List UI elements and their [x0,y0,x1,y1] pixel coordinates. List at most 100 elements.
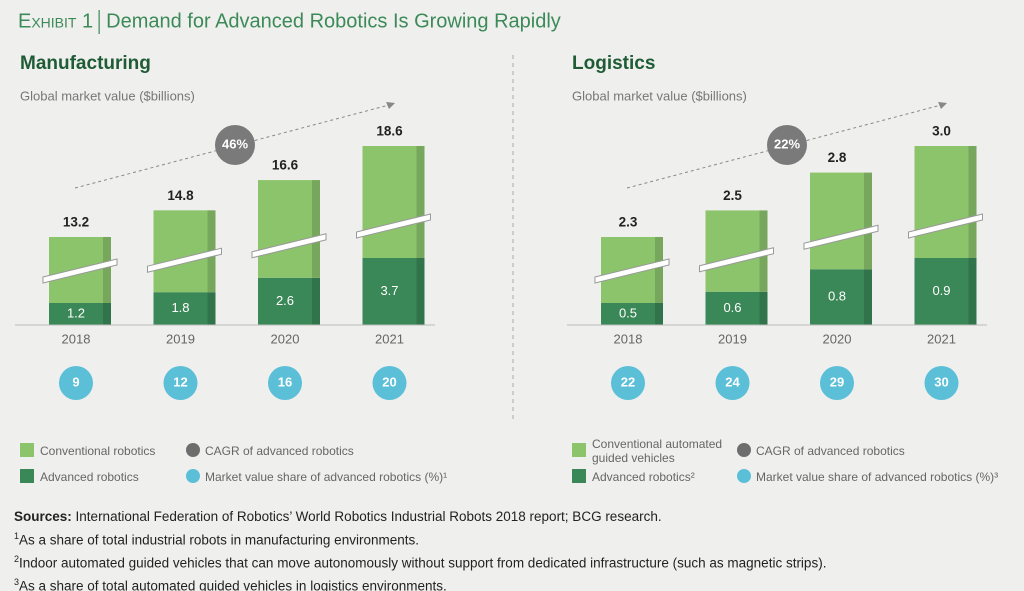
axis-break [803,224,879,250]
legend-label-box: CAGR of advanced robotics [205,444,354,458]
share-circle [924,366,959,400]
bar-segment [49,303,111,325]
legend-label-wrap: Conventional robotics [40,436,180,466]
bar-side [103,303,111,325]
bar-side [968,146,977,258]
legend-swatch [186,469,200,483]
sources: Sources: International Federation of Rob… [14,508,1014,527]
legend-label-wrap: Market value share of advanced robotics … [756,462,1024,492]
bar-segment [914,258,977,325]
share-circle [59,366,93,400]
legend-label: CAGR of advanced robotics [756,444,905,458]
bar-side [103,237,111,303]
legend-label-wrap: Market value share of advanced robotics … [205,462,475,492]
bar-segment [258,277,320,325]
bar-face [362,258,417,325]
x-tick-label: 2020 [823,331,852,346]
chart: Exhibit 1 Demand for Advanced Robotics I… [15,10,1024,492]
legend-label-box: Advanced robotics [40,470,139,484]
bar-face [601,303,655,325]
x-tick-label: 2021 [927,331,956,346]
axis-break [699,247,774,273]
segment-label: 2.6 [276,293,294,308]
bar-segment [362,146,425,258]
bar-segment [153,210,216,293]
subtitle: Global market value ($billions) [572,88,747,103]
share-circle [715,366,750,400]
legend-label: CAGR of advanced robotics [205,444,354,458]
footnote-marker: 3 [14,576,20,587]
sources-text: International Federation of Robotics’ Wo… [75,509,662,524]
bar-face [914,146,969,258]
total-label: 2.5 [723,188,742,203]
total-label: 14.8 [167,188,194,203]
bar-side [759,291,768,325]
arrow-head [386,102,395,109]
x-tick-label: 2021 [375,331,404,346]
legend-label-box: Market value share of advanced robotics … [205,462,475,492]
total-label: 2.8 [828,150,847,165]
x-tick-label: 2018 [614,331,643,346]
total-label: 2.3 [619,215,638,230]
share-label: 30 [934,374,948,389]
legend-label: Advanced robotics [40,470,139,484]
share-label: 9 [72,374,79,389]
bar-face [914,258,969,325]
legend-label-box: Advanced robotics² [592,470,695,484]
share-label: 12 [173,374,187,389]
axis-break [251,233,327,259]
footnote-text: As a share of total industrial robots in… [19,532,419,547]
legend-label-box: Conventional automated guided vehicles [592,437,722,465]
bar-segment [153,292,216,325]
total-label: 16.6 [272,158,299,173]
segment-label: 0.9 [932,283,950,298]
cagr-circle [767,125,807,165]
x-tick-label: 2020 [271,331,300,346]
cagr-circle [215,125,255,165]
legend-swatch [20,443,34,457]
footnote: 2Indoor automated guided vehicles that c… [14,550,1014,573]
x-tick-label: 2018 [62,331,91,346]
axis-break [594,258,670,284]
total-label: 3.0 [932,124,951,139]
cagr-label: 46% [222,136,248,151]
bar-face [362,146,417,258]
segment-label: 0.6 [723,300,741,315]
bar-side [416,258,425,325]
legend-swatch [737,469,751,483]
segment-label: 0.5 [619,305,637,320]
axis-break [147,247,222,273]
panel-title: Logistics [572,53,655,74]
share-circle [372,366,407,400]
bar-side [207,292,216,325]
legend-label-box: CAGR of advanced robotics [756,444,905,458]
panel-title: Manufacturing [20,53,151,74]
share-label: 20 [382,374,396,389]
footnote: 1As a share of total industrial robots i… [14,527,1014,550]
bar-face [258,180,312,278]
footnote-text: Indoor automated guided vehicles that ca… [19,555,827,570]
segment-label: 0.8 [828,289,846,304]
bar-face [258,277,312,325]
exhibit-title: Demand for Advanced Robotics Is Growing … [106,10,561,32]
bar-face [153,210,208,293]
bar-segment [362,258,425,325]
axis-break [908,213,983,239]
footnote-marker: 1 [14,530,20,541]
bar-side [655,237,663,303]
share-label: 24 [725,374,740,389]
legend-label-box: Conventional robotics [40,436,180,466]
segment-label: 3.7 [380,283,398,298]
sources-label: Sources: [14,509,72,524]
legend-label: Market value share of advanced robotics … [756,470,999,484]
total-label: 18.6 [376,124,403,139]
notes: Sources: International Federation of Rob… [14,508,1014,591]
legend-swatch [572,443,586,457]
bar-face [705,210,760,292]
x-tick-label: 2019 [166,331,195,346]
subtitle: Global market value ($billions) [20,88,195,103]
footnote-marker: 2 [14,553,20,564]
bar-segment [601,303,663,325]
cagr-label: 22% [774,136,800,151]
